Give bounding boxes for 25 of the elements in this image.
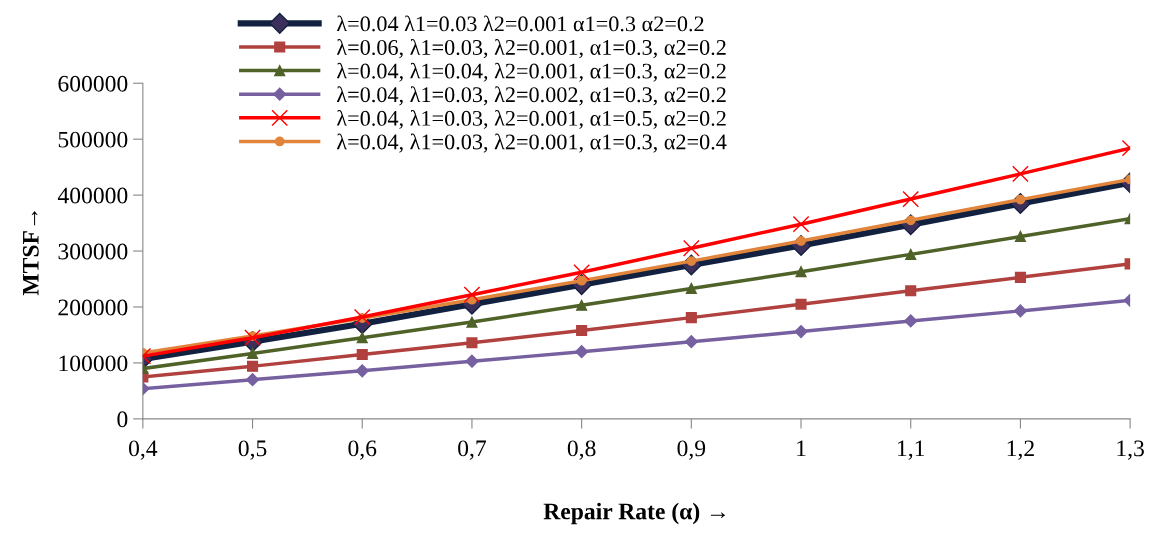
x-tick-label: 0,4 bbox=[128, 440, 158, 460]
x-axis-title: Repair Rate (α) → bbox=[543, 502, 725, 525]
y-tick-label: 600000 bbox=[58, 75, 128, 92]
legend-label: λ=0.04, λ1=0.03, λ2=0.001, α1=0.3, α2=0.4 bbox=[336, 133, 727, 153]
x-tick-label: 0,6 bbox=[348, 440, 377, 460]
x-tick-label: 1 bbox=[797, 440, 806, 457]
x-tick-label: 0,8 bbox=[567, 440, 596, 460]
y-tick-label: 0 bbox=[117, 411, 128, 428]
y-tick-label: 500000 bbox=[58, 131, 128, 148]
y-axis-title: MTSF→ bbox=[22, 211, 39, 296]
x-tick-label: 0,9 bbox=[677, 440, 706, 460]
legend-label: λ=0.04, λ1=0.03, λ2=0.001, α1=0.5, α2=0.2 bbox=[336, 109, 726, 130]
legend-label: λ=0.04, λ1=0.04, λ2=0.001, α1=0.3, α2=0.2 bbox=[336, 62, 726, 82]
legend-label: λ=0.04, λ1=0.03, λ2=0.002, α1=0.3, α2=0.2 bbox=[336, 86, 726, 106]
y-tick-label: 200000 bbox=[58, 299, 128, 316]
x-tick-label: 0,7 bbox=[458, 440, 487, 460]
x-tick-label: 1,3 bbox=[1117, 440, 1144, 460]
legend-label: λ=0.06, λ1=0.03, λ2=0.001, α1=0.3, α2=0.2 bbox=[336, 39, 726, 59]
x-tick-label: 1,1 bbox=[898, 440, 925, 460]
legend-label: λ=0.04 λ1=0.03 λ2=0.001 α1=0.3 α2=0.2 bbox=[336, 15, 704, 32]
y-tick-label: 300000 bbox=[58, 243, 128, 260]
y-tick-label: 100000 bbox=[59, 355, 128, 372]
y-tick-label: 400000 bbox=[57, 187, 128, 204]
x-tick-label: 0,5 bbox=[238, 440, 267, 460]
x-tick-label: 1,2 bbox=[1007, 440, 1034, 460]
